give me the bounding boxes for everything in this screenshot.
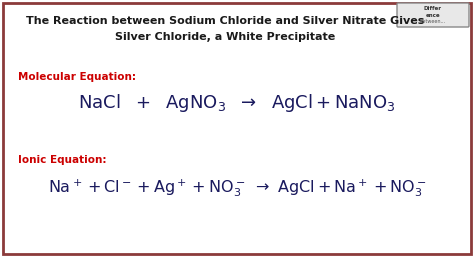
Text: Differ: Differ xyxy=(424,6,442,11)
Text: The Reaction between Sodium Chloride and Silver Nitrate Gives: The Reaction between Sodium Chloride and… xyxy=(26,16,424,26)
FancyBboxPatch shape xyxy=(397,3,469,27)
Text: $\mathregular{NaCl\ \ +\ \ AgNO_3\ \ \rightarrow\ \ AgCl + NaNO_3}$: $\mathregular{NaCl\ \ +\ \ AgNO_3\ \ \ri… xyxy=(78,92,396,114)
Text: Molecular Equation:: Molecular Equation: xyxy=(18,72,136,82)
Text: Between...: Between... xyxy=(420,19,446,24)
Text: Silver Chloride, a White Precipitate: Silver Chloride, a White Precipitate xyxy=(115,32,335,42)
Text: $\mathregular{Na^+ + Cl^- + Ag^+ + NO_3^-\ \rightarrow\ AgCl + Na^+ + NO_3^-}$: $\mathregular{Na^+ + Cl^- + Ag^+ + NO_3^… xyxy=(48,177,426,199)
Text: ence: ence xyxy=(426,13,440,18)
Text: Ionic Equation:: Ionic Equation: xyxy=(18,155,107,165)
